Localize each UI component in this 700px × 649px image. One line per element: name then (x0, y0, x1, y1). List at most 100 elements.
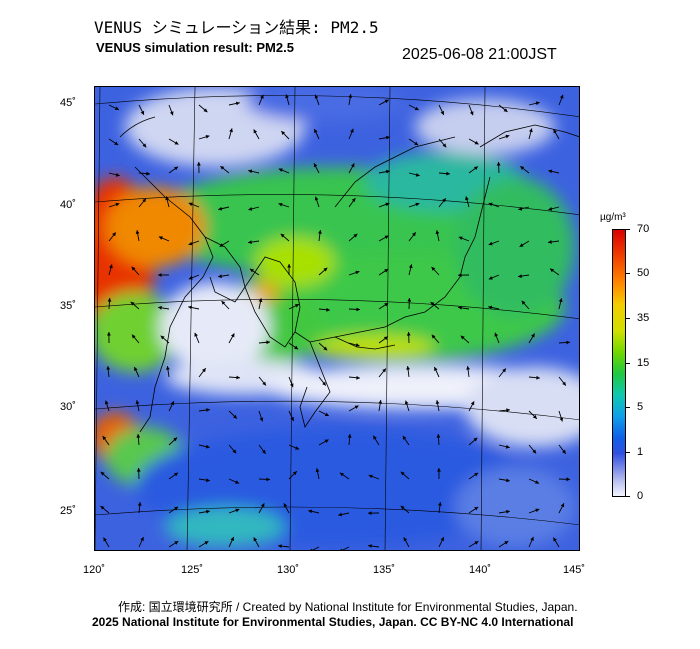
wind-arrow-head (519, 243, 524, 247)
coastlines (119, 116, 579, 433)
wind-arrow-head (353, 233, 358, 238)
wind-arrow-head (196, 162, 201, 166)
wind-arrow-head (518, 274, 522, 278)
wind-arrow-head (290, 417, 294, 421)
lon-label-135: 135˚ (372, 564, 396, 576)
wind-arrow-head (338, 512, 342, 517)
colorbar-tick-5: 5 (637, 401, 644, 413)
wind-arrow-head (322, 381, 326, 386)
wind-arrow-head (136, 468, 141, 472)
wind-arrow-head (262, 449, 266, 454)
wind-arrow-head (220, 166, 225, 170)
wind-arrow-head (440, 537, 444, 542)
wind-arrow-head (348, 94, 353, 98)
wind-arrow-head (553, 537, 557, 542)
wind-arrow-head (470, 401, 475, 406)
wind-arrow-head (532, 449, 537, 454)
wind-arrow-head (436, 434, 441, 438)
colorbar-tick-70: 70 (637, 223, 650, 235)
wind-arrow-head (131, 334, 136, 339)
colorbar-tick-mark (626, 363, 630, 364)
wind-arrow-head (295, 446, 300, 450)
wind-arrow-head (248, 169, 253, 174)
wind-arrow-head (235, 480, 240, 484)
wind-arrow-head (503, 108, 508, 112)
forecast-datetime: 2025-06-08 21:00JST (402, 46, 557, 63)
wind-arrow-head (278, 202, 283, 207)
wind-arrow-head (230, 537, 234, 541)
colorbar (612, 229, 626, 497)
wind-arrow-head (235, 101, 240, 106)
wind-arrow-head (469, 111, 474, 116)
wind-arrow-head (488, 305, 493, 310)
wind-arrow-head (494, 332, 499, 337)
wind-arrow-head (248, 207, 253, 211)
wind-arrow-head (559, 94, 564, 99)
wind-arrow-head (169, 111, 174, 116)
wind-arrow-head (134, 367, 138, 371)
wind-arrow-head (518, 206, 523, 211)
wind-arrow-head (536, 375, 540, 380)
wind-arrow-head (233, 414, 237, 419)
wind-arrow-head (131, 266, 136, 271)
wind-arrow-head (206, 478, 210, 483)
wind-arrow-head (446, 171, 450, 176)
wind-arrow-head (435, 230, 440, 235)
wind-arrow-head (339, 472, 344, 477)
wind-arrow-head (406, 332, 411, 336)
wind-arrow-head (326, 307, 330, 312)
wind-arrow-head (219, 243, 224, 247)
wind-arrow-head (170, 401, 175, 406)
wind-arrow-head (505, 444, 510, 449)
wind-arrow-head (314, 94, 319, 99)
wind-arrow-head (109, 264, 113, 269)
wind-arrow-head (103, 537, 107, 542)
wind-arrow-head (136, 434, 141, 438)
wind-arrow-head (248, 240, 252, 244)
wind-arrow-head (158, 273, 162, 277)
wind-arrow-head (323, 346, 328, 351)
wind-arrow-head (203, 108, 208, 113)
wind-arrow-head (308, 509, 313, 514)
lat-label-45: 45˚ (60, 97, 76, 109)
wind-arrow-head (206, 408, 210, 412)
wind-arrow-head (382, 368, 386, 373)
wind-arrow-head (249, 268, 254, 273)
colorbar-unit: µg/m³ (600, 212, 626, 223)
wind-arrow-head (350, 128, 354, 133)
wind-arrow-head (553, 129, 557, 134)
wind-arrow-head (107, 298, 112, 302)
colorbar-tick-mark (626, 496, 630, 497)
wind-arrow-head (548, 207, 553, 211)
wind-arrow-head (559, 417, 564, 422)
wind-arrow-head (400, 505, 405, 510)
pm25-map[interactable] (94, 86, 580, 551)
wind-arrow-head (235, 508, 240, 513)
wind-arrow-head (173, 437, 178, 442)
lat-label-25: 25˚ (60, 505, 76, 517)
graticule (95, 87, 579, 550)
wind-arrow-head (324, 439, 329, 443)
wind-arrow-head (236, 375, 240, 380)
wind-arrow-head (385, 202, 390, 207)
wind-arrow-head (532, 414, 537, 419)
colorbar-tick-mark (626, 273, 630, 274)
wind-arrow (341, 546, 350, 550)
wind-arrow-head (174, 141, 179, 145)
wind-arrow-head (260, 503, 265, 508)
wind-arrow-head (562, 449, 566, 454)
wind-arrow-head (205, 135, 210, 139)
colorbar-tick-15: 15 (637, 357, 650, 369)
wind-arrow-head (474, 472, 479, 477)
wind-arrow-head (414, 141, 419, 146)
wind-arrow-head (373, 435, 377, 440)
wind-arrow-head (347, 434, 352, 438)
wind-arrow-head (258, 298, 263, 303)
wind-arrow-head (115, 202, 120, 207)
wind-arrow-head (165, 196, 169, 201)
wind-arrow-head (566, 340, 570, 345)
colorbar-tick-mark (626, 318, 630, 319)
wind-arrow-head (506, 509, 510, 514)
wind-arrow-head (266, 340, 270, 345)
colorbar-tick-35: 35 (637, 312, 650, 324)
